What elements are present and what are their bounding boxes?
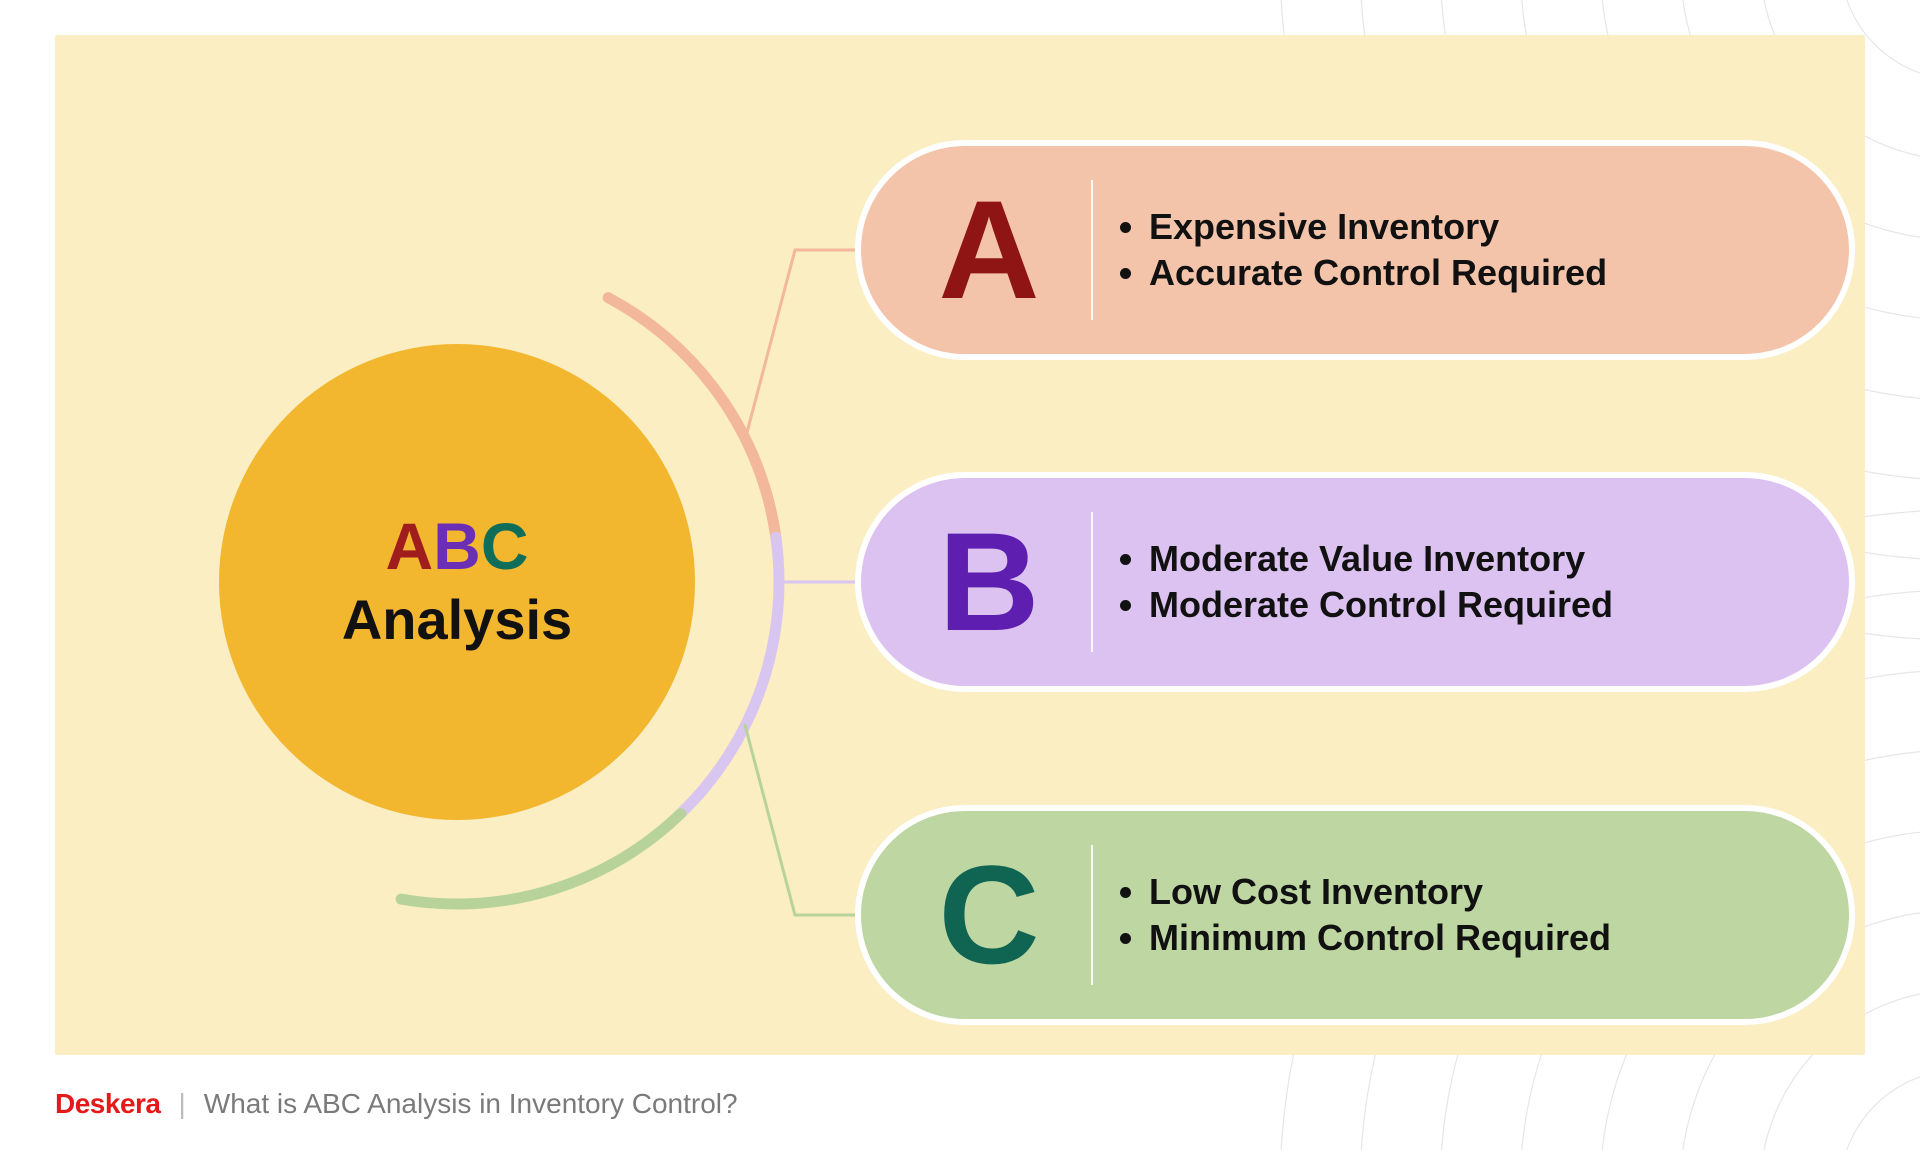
pill-c-bullets: Low Cost Inventory Minimum Control Requi…: [1119, 867, 1611, 963]
pill-c-bullet-1: Low Cost Inventory: [1149, 871, 1611, 913]
central-letter-c: C: [481, 513, 529, 579]
pill-a-bullets: Expensive Inventory Accurate Control Req…: [1119, 202, 1607, 298]
footer-brand: Deskera: [55, 1088, 160, 1120]
central-title: A B C: [385, 513, 528, 579]
pill-c-bullet-2: Minimum Control Required: [1149, 917, 1611, 959]
pill-b-divider: [1091, 512, 1093, 652]
pill-a-letter: A: [909, 180, 1069, 320]
pill-a: A Expensive Inventory Accurate Control R…: [855, 140, 1855, 360]
pill-a-divider: [1091, 180, 1093, 320]
pill-b-bullets: Moderate Value Inventory Moderate Contro…: [1119, 534, 1613, 630]
pill-c: C Low Cost Inventory Minimum Control Req…: [855, 805, 1855, 1025]
footer: Deskera | What is ABC Analysis in Invent…: [55, 1088, 738, 1120]
footer-separator: |: [178, 1088, 185, 1120]
pill-a-bullet-2: Accurate Control Required: [1149, 252, 1607, 294]
pill-b-bullet-2: Moderate Control Required: [1149, 584, 1613, 626]
pill-b-bullet-1: Moderate Value Inventory: [1149, 538, 1613, 580]
pill-c-divider: [1091, 845, 1093, 985]
central-subtitle: Analysis: [342, 587, 572, 652]
pill-b: B Moderate Value Inventory Moderate Cont…: [855, 472, 1855, 692]
pill-a-bullet-1: Expensive Inventory: [1149, 206, 1607, 248]
central-circle: A B C Analysis: [219, 344, 695, 820]
pill-c-letter: C: [909, 845, 1069, 985]
pill-b-letter: B: [909, 512, 1069, 652]
central-letter-b: B: [433, 513, 481, 579]
central-letter-a: A: [385, 513, 433, 579]
footer-caption: What is ABC Analysis in Inventory Contro…: [204, 1088, 738, 1120]
